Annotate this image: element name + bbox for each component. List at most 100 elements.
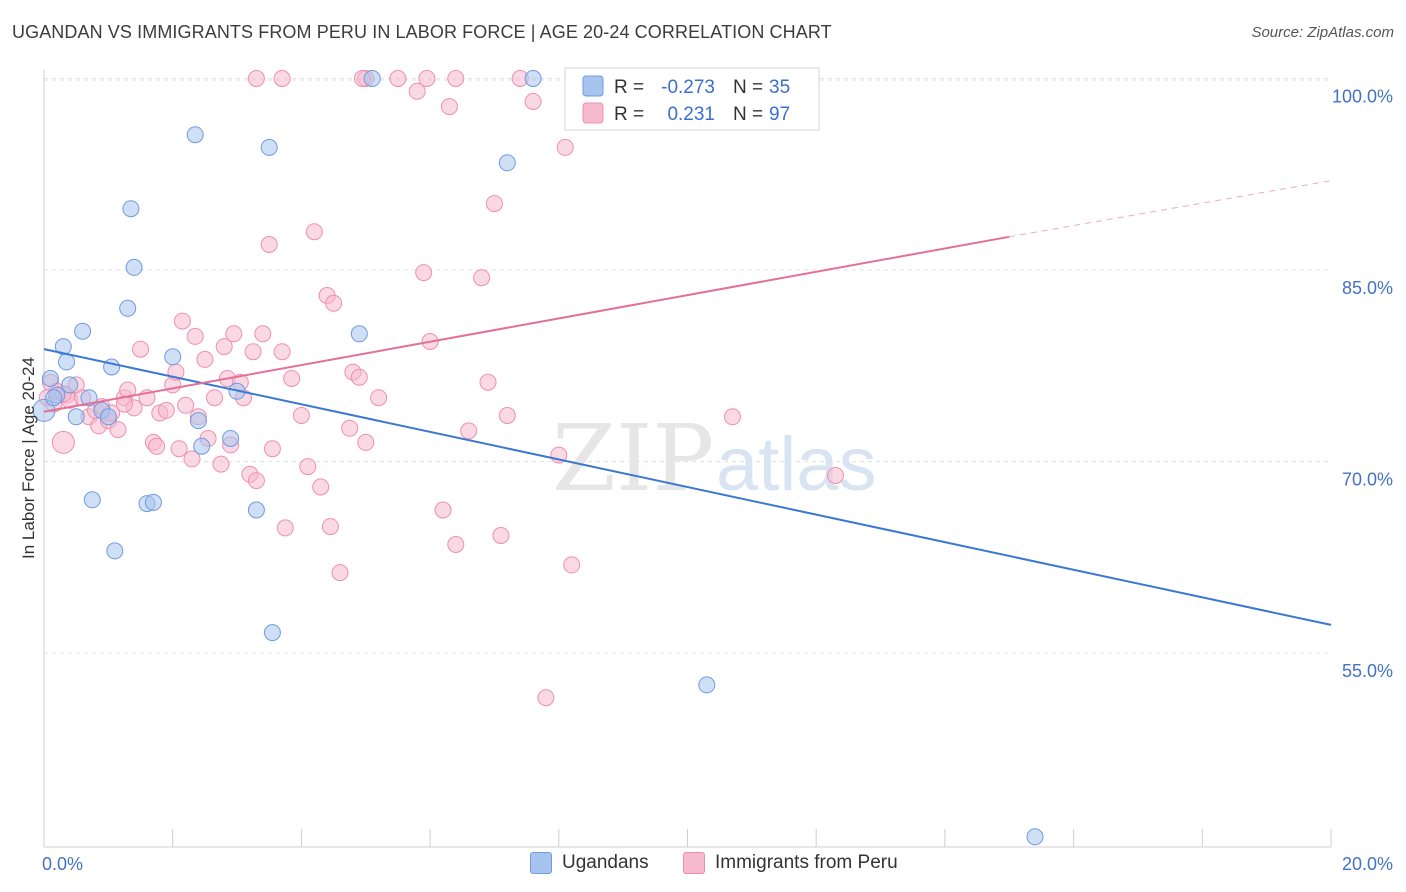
peru-point [492,527,510,544]
peru-point [556,138,574,156]
ugandan-point [498,154,516,172]
ugandan-point [80,389,98,407]
ugandan-point [122,200,140,218]
peru-point [177,396,195,414]
ugandan-point [260,138,278,156]
legend-r-value-1: -0.273 [661,77,715,98]
data-points [32,70,1044,846]
legend-swatch-ugandans [582,75,604,97]
peru-point [51,430,75,454]
peru-point [115,395,133,413]
peru-point [273,343,291,361]
y-tick-label: 85.0% [1342,278,1393,298]
ugandan-point [99,408,117,426]
peru-point [418,70,436,87]
peru-point [183,450,201,468]
watermark: ZIP atlas [552,405,877,512]
ugandan-point [247,501,265,519]
trend-lines [43,180,1332,626]
peru-point [247,70,265,87]
peru-point [212,455,230,473]
ugandan-point [41,370,59,387]
legend-n-label-2: N = [733,104,763,125]
peru-point [447,70,465,87]
peru-point [370,389,388,407]
peru-point [479,373,497,391]
y-tick-label: 55.0% [1342,661,1393,681]
ugandan-point [74,322,92,340]
ugandan-point [524,70,542,87]
peru-point [215,338,233,356]
peru-point [447,536,465,553]
watermark-zip: ZIP [552,405,714,512]
ugandan-point [103,358,121,376]
peru-point [498,407,516,424]
peru-point [299,458,317,476]
peru-point [273,70,291,87]
legend-n-label-1: N = [733,77,763,98]
y-axis-label: In Labor Force | Age 20-24 [19,357,38,559]
legend-swatch-peru [582,102,604,124]
peru-point [196,350,214,368]
peru-point [292,407,310,424]
peru-point [206,389,223,407]
peru-point [225,325,243,343]
bottom-legend-peru: Immigrants from Peru [683,852,898,874]
peru-trend-line [43,235,1010,413]
ugandan-point [125,258,143,276]
ugandan-point [144,493,162,511]
legend-r-label-2: R = [614,104,644,125]
peru-point [276,519,294,537]
peru-point [357,433,375,451]
peru-swatch [683,852,705,874]
peru-point [415,264,433,282]
legend-r-value-2: 0.231 [667,104,715,125]
peru-point [244,343,262,361]
ugandan-point [164,348,182,366]
ugandan-point [350,325,368,343]
peru-point [263,440,281,458]
ugandan-point [119,299,137,317]
chart-source: Source: ZipAtlas.com [1251,24,1394,41]
peru-point [157,401,175,419]
peru-point [321,518,339,536]
ugandan-point [263,624,281,642]
peru-point [132,340,149,358]
ugandan-point [698,676,716,694]
legend: R = -0.273 N = 35 R = 0.231 N = 97 [564,67,820,131]
ugandan-point [189,412,207,430]
peru-point [109,421,127,439]
peru-point [563,556,581,574]
peru-point [283,370,301,387]
legend-n-value-2: 97 [769,104,790,125]
ugandan-point [83,491,101,509]
ugandan-point [106,542,124,560]
watermark-atlas: atlas [716,422,877,507]
peru-point [460,422,478,440]
grid-lines [44,78,1331,654]
peru-point [170,440,188,458]
axes: 55.0% 70.0% 85.0% 100.0% 0.0% 20.0% [42,70,1393,874]
peru-point [440,98,458,116]
peru-point [408,82,426,100]
peru-point [473,269,491,287]
peru-label: Immigrants from Peru [715,852,898,873]
ugandan-point [193,437,211,455]
x-tick-label-max: 20.0% [1342,854,1393,874]
peru-trend-line-extension [1009,180,1332,238]
peru-point [485,195,503,213]
peru-point [247,472,265,490]
ugandan-point [186,126,204,144]
peru-point [724,408,741,426]
peru-point [524,93,542,110]
y-tick-label: 70.0% [1342,470,1393,490]
ugandan-point [67,408,85,426]
ugandan-point [222,430,240,447]
ugandan-point [1026,828,1044,846]
peru-point [325,294,343,312]
peru-point [254,325,272,343]
peru-point [434,501,452,519]
peru-point [305,223,323,241]
peru-point [350,368,368,386]
